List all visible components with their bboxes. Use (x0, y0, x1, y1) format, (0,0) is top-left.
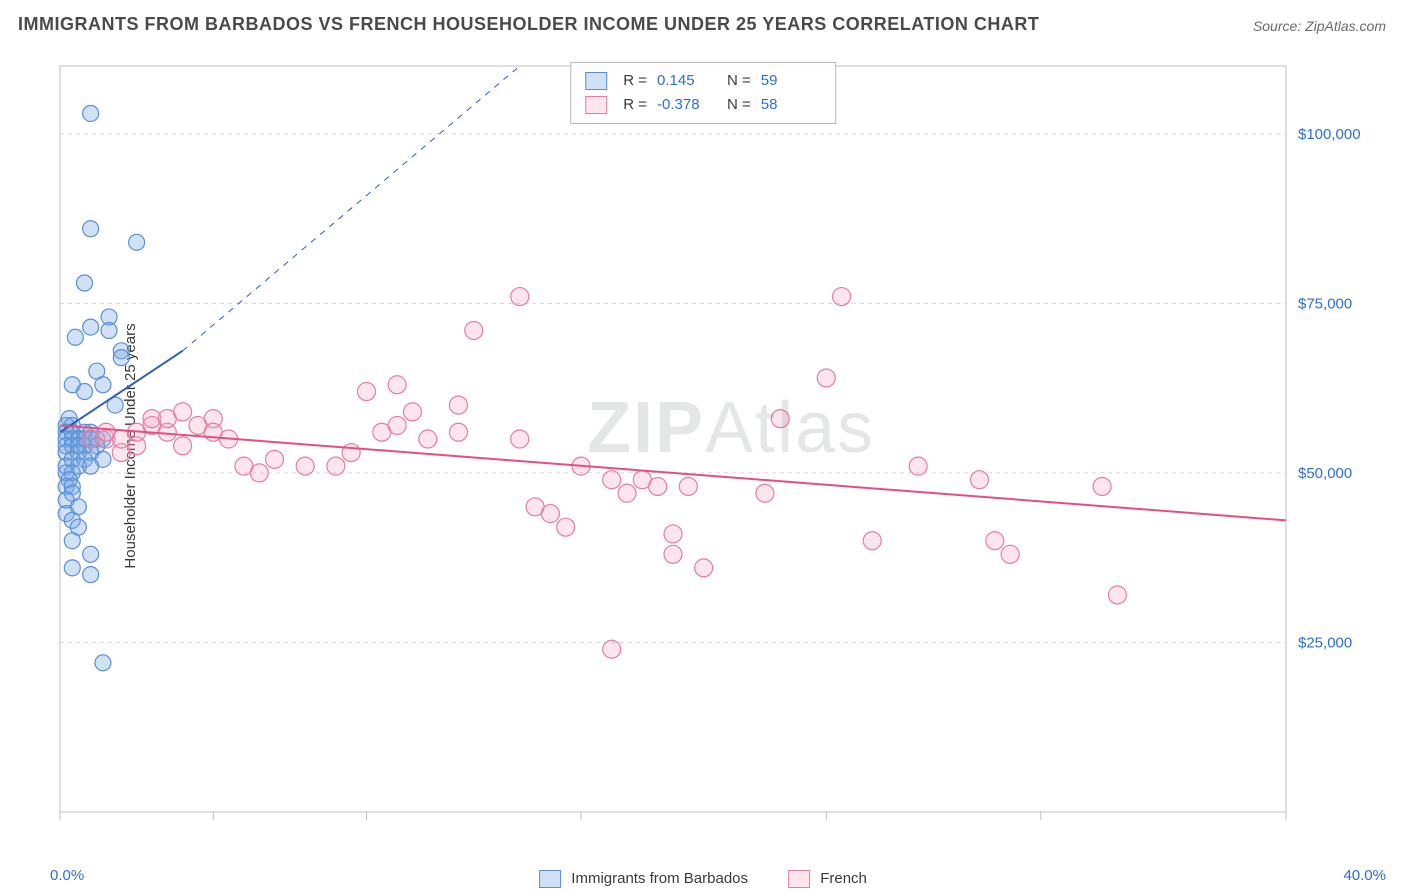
svg-text:$75,000: $75,000 (1298, 295, 1352, 312)
r-label: R = (623, 69, 647, 93)
n-label: N = (727, 69, 751, 93)
r-value-barbados: 0.145 (657, 69, 717, 93)
swatch-french (585, 96, 607, 114)
legend-item-french: French (788, 870, 867, 888)
x-max-label: 40.0% (1343, 867, 1386, 884)
scatter-plot-svg: $25,000 $50,000 $75,000 $100,000 (50, 56, 1386, 842)
swatch-french-icon (788, 870, 810, 888)
x-min-label: 0.0% (50, 867, 84, 884)
svg-text:$25,000: $25,000 (1298, 634, 1352, 651)
chart-area: $25,000 $50,000 $75,000 $100,000 (50, 56, 1386, 842)
legend-row-barbados: R = 0.145 N = 59 (585, 69, 821, 93)
r-label: R = (623, 93, 647, 117)
swatch-barbados (585, 72, 607, 90)
r-value-french: -0.378 (657, 93, 717, 117)
source-label: Source: ZipAtlas.com (1253, 18, 1386, 34)
series-legend: Immigrants from Barbados French (539, 870, 867, 888)
legend-label-french: French (820, 870, 867, 887)
chart-title: IMMIGRANTS FROM BARBADOS VS FRENCH HOUSE… (18, 14, 1039, 35)
swatch-barbados-icon (539, 870, 561, 888)
correlation-legend: R = 0.145 N = 59 R = -0.378 N = 58 (570, 62, 836, 124)
legend-row-french: R = -0.378 N = 58 (585, 93, 821, 117)
n-value-french: 58 (761, 93, 821, 117)
legend-label-barbados: Immigrants from Barbados (571, 870, 748, 887)
svg-text:$50,000: $50,000 (1298, 465, 1352, 482)
n-label: N = (727, 93, 751, 117)
n-value-barbados: 59 (761, 69, 821, 93)
svg-text:$100,000: $100,000 (1298, 126, 1361, 143)
legend-item-barbados: Immigrants from Barbados (539, 870, 748, 888)
